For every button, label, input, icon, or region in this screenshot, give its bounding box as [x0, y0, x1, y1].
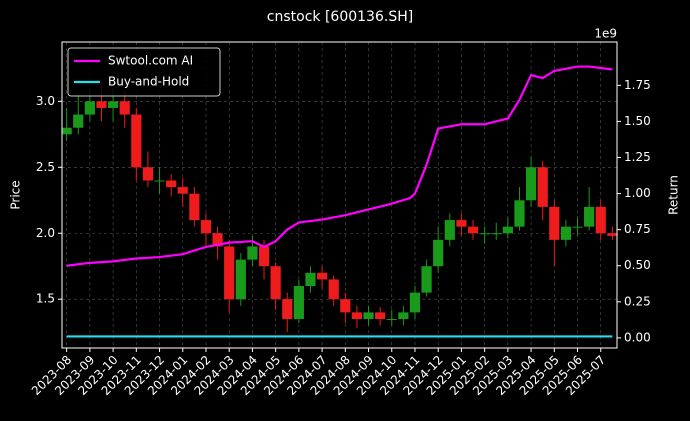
- y-tick-label: 2.5: [36, 160, 55, 174]
- y2-tick-label: 0.50: [624, 258, 651, 272]
- candle-body: [119, 101, 130, 115]
- return-line: [66, 65, 613, 267]
- candle-body: [572, 226, 583, 228]
- candle-body: [270, 266, 281, 300]
- candle-body: [61, 127, 72, 135]
- candle-body: [433, 239, 444, 267]
- candle-body: [328, 279, 339, 300]
- candle-body: [224, 246, 235, 300]
- candle-body: [595, 206, 606, 234]
- candle-body: [560, 226, 572, 240]
- candle-body: [444, 220, 455, 240]
- candle-body: [584, 206, 595, 227]
- candle-body: [409, 292, 421, 313]
- candle-body: [386, 318, 397, 320]
- candle-body: [514, 200, 525, 227]
- candle-body: [166, 180, 177, 188]
- y2-tick-label: 0.75: [624, 222, 651, 236]
- candle-body: [142, 167, 154, 181]
- legend-label: Buy-and-Hold: [108, 75, 189, 89]
- candle-body: [305, 272, 316, 287]
- y2-offset-label: 1e9: [594, 27, 617, 41]
- y2-tick-label: 0.00: [624, 330, 651, 344]
- y2-axis-label: Return: [667, 175, 681, 215]
- chart-title: cnstock [600136.SH]: [267, 9, 413, 25]
- candle-body: [491, 233, 502, 235]
- y-axis-label: Price: [9, 180, 23, 209]
- candle-body: [200, 220, 212, 234]
- candle-body: [84, 101, 95, 115]
- candle-body: [154, 180, 165, 182]
- candle-body: [235, 259, 246, 300]
- candle-body: [131, 114, 142, 168]
- legend-label: Swtool.com AI: [108, 54, 193, 68]
- candle-body: [467, 226, 479, 234]
- y-tick-label: 1.5: [36, 292, 55, 306]
- candle-body: [316, 272, 328, 280]
- candle-body: [525, 167, 537, 201]
- candle-body: [351, 312, 363, 319]
- candle-body: [549, 206, 560, 240]
- candle-body: [189, 193, 200, 221]
- candle-body: [107, 101, 119, 108]
- candle-body: [398, 312, 409, 319]
- plot-frame: [61, 41, 618, 349]
- candle-body: [212, 233, 223, 247]
- candle-body: [375, 312, 386, 319]
- y2-tick-label: 1.50: [624, 114, 651, 128]
- candle-body: [479, 233, 490, 235]
- candle-body: [282, 299, 293, 319]
- candle-body: [363, 312, 374, 319]
- candle-body: [73, 114, 84, 128]
- candle-body: [456, 220, 467, 227]
- candle-body: [247, 246, 258, 260]
- y-tick-label: 2.0: [36, 226, 55, 240]
- y2-tick-label: 1.00: [624, 186, 651, 200]
- candle-body: [607, 233, 618, 236]
- candle-body: [502, 226, 513, 234]
- candle-body: [340, 299, 351, 313]
- candle-body: [258, 246, 270, 267]
- y2-tick-label: 1.25: [624, 150, 651, 164]
- legend-box: [67, 47, 221, 97]
- candle-body: [421, 266, 432, 293]
- candle-body: [537, 167, 548, 207]
- y2-tick-label: 1.75: [624, 78, 651, 92]
- candle-body: [96, 101, 107, 108]
- candle-body: [293, 286, 304, 319]
- y-tick-label: 3.0: [36, 94, 55, 108]
- y2-tick-label: 0.25: [624, 294, 651, 308]
- candle-body: [177, 187, 188, 194]
